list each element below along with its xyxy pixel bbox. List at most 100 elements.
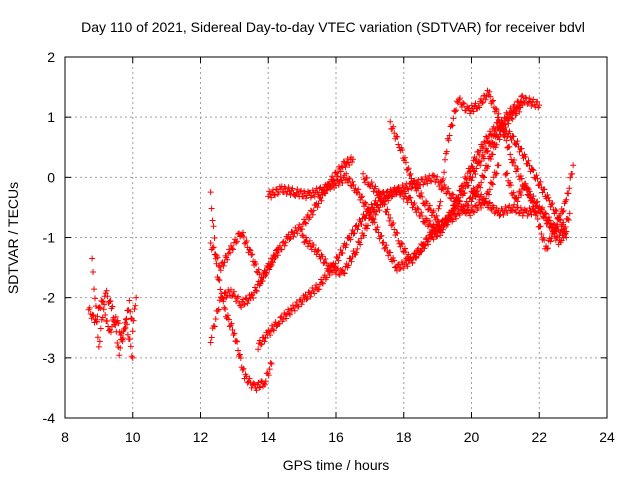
- data-point: [238, 304, 245, 311]
- data-point: [484, 163, 491, 170]
- data-point: [130, 317, 137, 324]
- data-point: [115, 320, 122, 327]
- data-point: [490, 97, 497, 104]
- data-point: [319, 280, 326, 287]
- data-point: [468, 163, 475, 170]
- data-point: [391, 130, 398, 137]
- data-point: [320, 189, 327, 196]
- data-point: [544, 245, 551, 252]
- data-point: [252, 261, 259, 268]
- data-point: [384, 206, 391, 213]
- data-point: [487, 131, 494, 138]
- data-point: [300, 232, 307, 239]
- data-point: [408, 185, 415, 192]
- data-point: [529, 166, 536, 173]
- data-point: [430, 172, 437, 179]
- data-point: [533, 210, 540, 217]
- data-point: [552, 206, 559, 213]
- data-point: [514, 165, 521, 172]
- data-point: [107, 298, 114, 305]
- data-point: [250, 294, 257, 301]
- data-point: [506, 128, 513, 135]
- data-point: [414, 184, 421, 191]
- data-point: [434, 233, 441, 240]
- data-point: [265, 372, 272, 379]
- data-point: [428, 178, 435, 185]
- data-point: [394, 262, 401, 269]
- data-point: [287, 311, 294, 318]
- data-point: [268, 194, 275, 201]
- data-point: [311, 193, 318, 200]
- data-point: [421, 245, 428, 252]
- data-point: [405, 186, 412, 193]
- data-point: [404, 263, 411, 270]
- data-point: [469, 204, 476, 211]
- y-tick-label: 1: [47, 109, 55, 125]
- data-point: [350, 181, 357, 188]
- data-point: [410, 179, 417, 186]
- data-point: [316, 286, 323, 293]
- data-point: [453, 215, 460, 222]
- data-point: [441, 219, 448, 226]
- data-point: [513, 140, 520, 147]
- data-point: [440, 176, 447, 183]
- data-point: [515, 210, 522, 217]
- data-point: [467, 167, 474, 174]
- data-point: [244, 300, 251, 307]
- data-point: [363, 225, 370, 232]
- data-point: [481, 174, 488, 181]
- data-point: [360, 211, 367, 218]
- data-point: [129, 328, 136, 335]
- data-point: [469, 189, 476, 196]
- data-point: [522, 153, 529, 160]
- x-tick-label: 22: [531, 429, 547, 445]
- data-point: [86, 304, 93, 311]
- data-point: [449, 122, 456, 129]
- data-point: [305, 289, 312, 296]
- data-point: [555, 215, 562, 222]
- data-point: [468, 198, 475, 205]
- data-point: [219, 295, 226, 302]
- data-point: [246, 375, 253, 382]
- data-point: [405, 251, 412, 258]
- data-point: [385, 211, 392, 218]
- data-point: [450, 115, 457, 122]
- data-point: [255, 346, 262, 353]
- data-point: [524, 212, 531, 219]
- data-point: [530, 207, 537, 214]
- data-point: [222, 306, 229, 313]
- data-point: [430, 207, 437, 214]
- data-point: [429, 209, 436, 216]
- data-point: [349, 226, 356, 233]
- data-point: [539, 189, 546, 196]
- data-point: [341, 270, 348, 277]
- data-point: [426, 218, 433, 225]
- data-point: [373, 208, 380, 215]
- data-point: [349, 159, 356, 166]
- data-point: [210, 244, 217, 251]
- data-point: [291, 307, 298, 314]
- data-point: [211, 234, 218, 241]
- data-point: [560, 207, 567, 214]
- data-point: [460, 207, 467, 214]
- data-point: [263, 269, 270, 276]
- data-point: [282, 239, 289, 246]
- data-point: [495, 110, 502, 117]
- data-point: [484, 147, 491, 154]
- data-point: [487, 93, 494, 100]
- data-point: [122, 316, 129, 323]
- data-point: [488, 132, 495, 139]
- data-point: [372, 183, 379, 190]
- data-point: [225, 316, 232, 323]
- data-point: [109, 303, 116, 310]
- data-point: [415, 185, 422, 192]
- data-point: [132, 302, 139, 309]
- data-point: [116, 352, 123, 359]
- data-point: [566, 210, 573, 217]
- data-point: [483, 133, 490, 140]
- data-point: [111, 321, 118, 328]
- data-point: [541, 237, 548, 244]
- data-point: [431, 173, 438, 180]
- data-point: [493, 131, 500, 138]
- data-point: [255, 379, 262, 386]
